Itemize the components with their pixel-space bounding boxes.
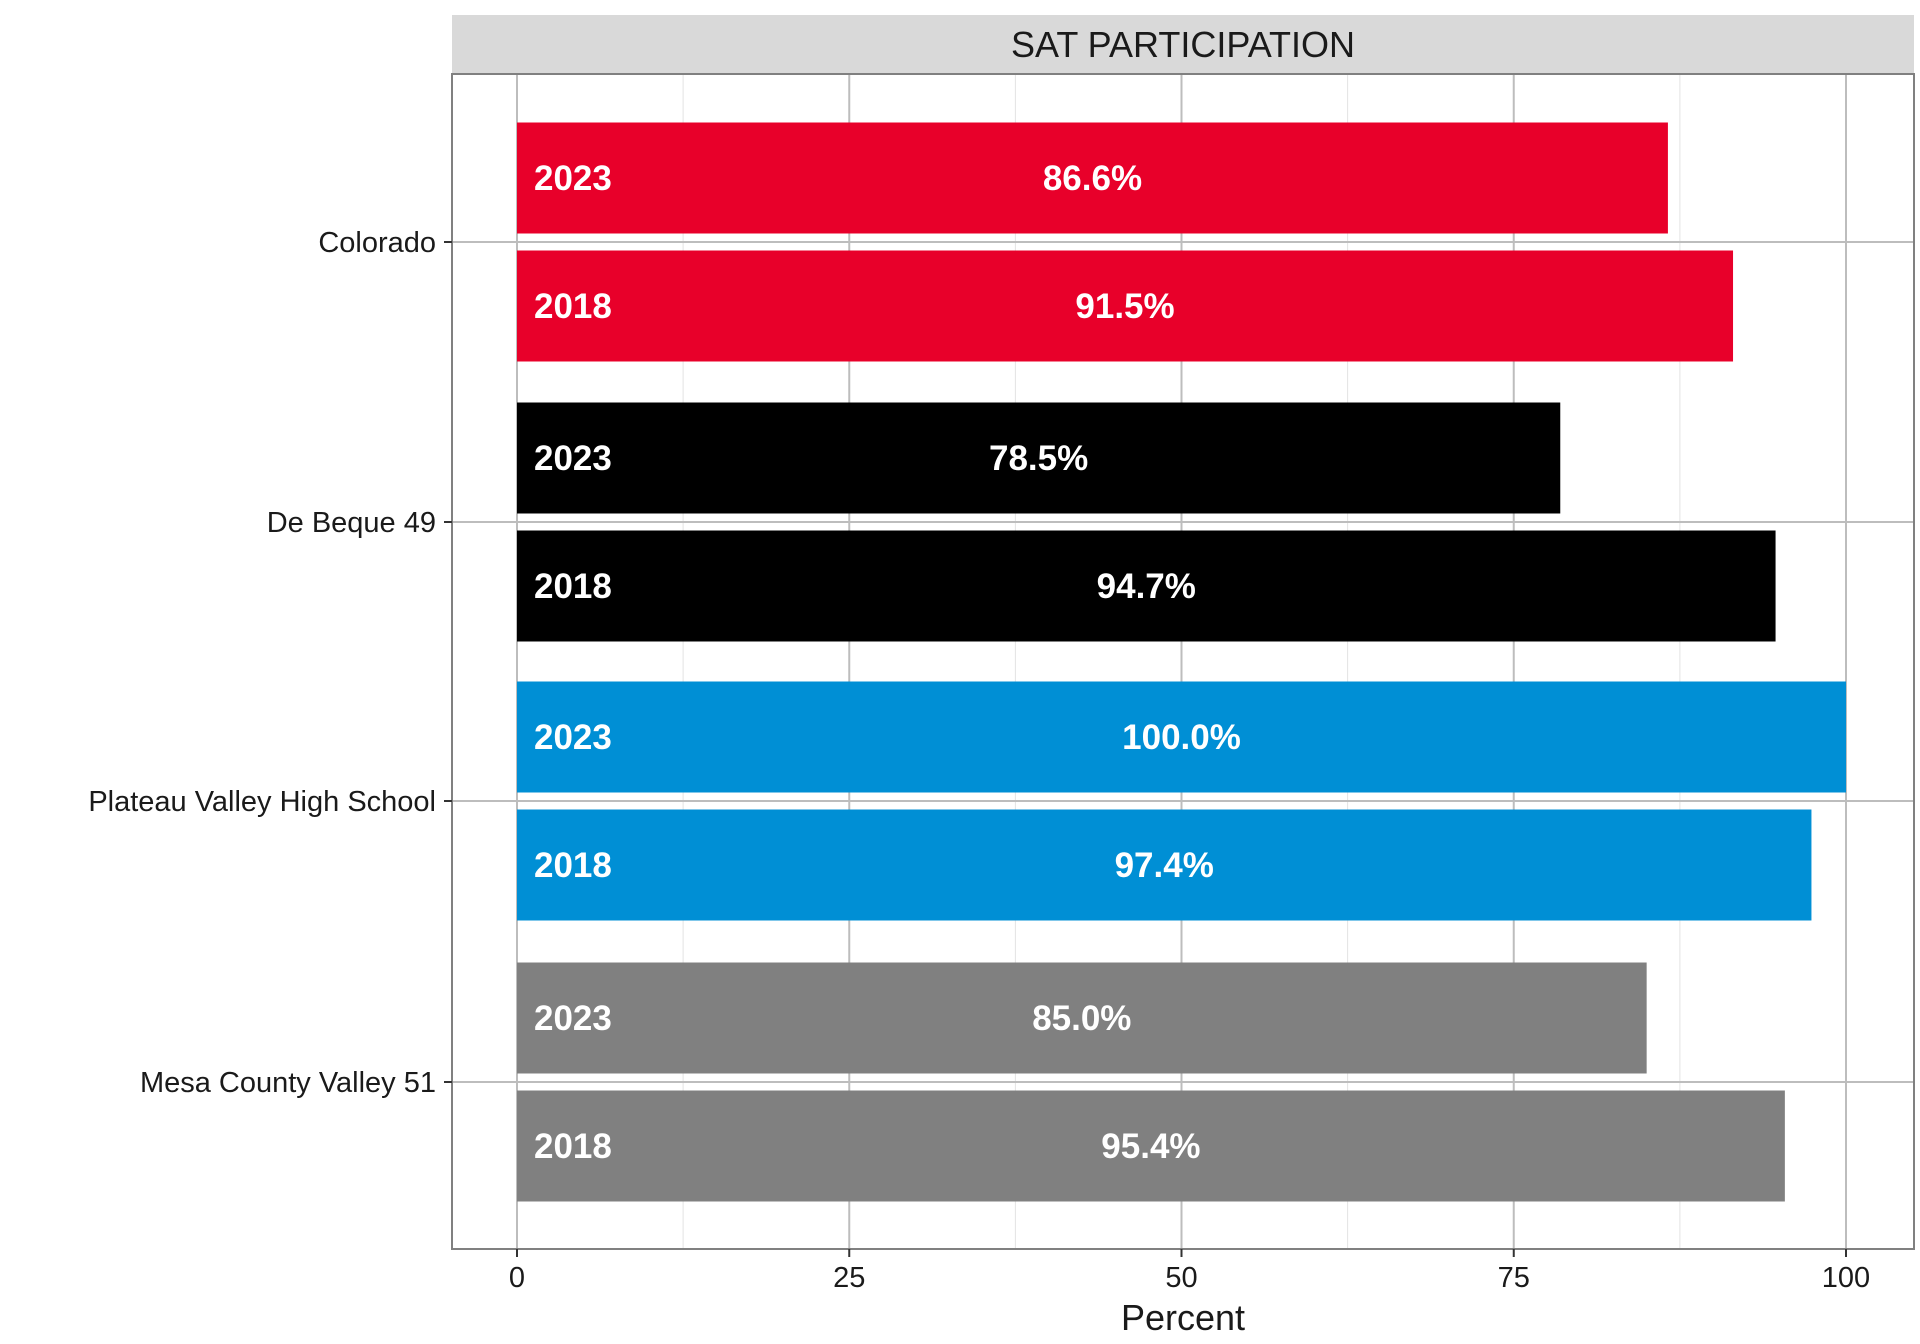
facet-strip [452,15,1914,74]
bar [517,530,1776,642]
bar-value-label: 85.0% [1032,999,1131,1038]
x-tick-label: 25 [833,1262,865,1294]
bar [517,681,1846,793]
bar-year-label: 2023 [534,159,612,198]
bar-value-label: 95.4% [1101,1127,1200,1166]
y-tick-label: Mesa County Valley 51 [140,1067,436,1099]
bar-value-label: 91.5% [1075,287,1174,326]
bar [517,250,1734,362]
bar-year-label: 2023 [534,718,612,757]
y-tick-label: De Beque 49 [267,507,436,539]
bar-year-label: 2023 [534,439,612,478]
bar-value-label: 100.0% [1122,718,1241,757]
bar-value-label: 86.6% [1043,159,1142,198]
panel-border [451,73,1915,1250]
x-tick-label: 0 [509,1262,525,1294]
bar [517,402,1561,514]
bar-year-label: 2018 [534,287,612,326]
bar [517,1090,1785,1202]
bar-year-label: 2018 [534,1127,612,1166]
bar-year-label: 2023 [534,999,612,1038]
bar-year-label: 2018 [534,846,612,885]
chart-title: SAT PARTICIPATION [1011,24,1355,65]
bar-value-label: 78.5% [989,439,1088,478]
y-tick-label: Plateau Valley High School [88,786,436,818]
bar [517,962,1647,1074]
x-tick-label: 75 [1498,1262,1530,1294]
bar-value-label: 94.7% [1097,567,1196,606]
bar [517,122,1668,234]
bar-year-label: 2018 [534,567,612,606]
y-tick-label: Colorado [318,227,436,259]
x-axis-title: Percent [1121,1297,1245,1338]
x-tick-label: 100 [1822,1262,1870,1294]
bar-value-label: 97.4% [1115,846,1214,885]
x-tick-label: 50 [1165,1262,1197,1294]
bar [517,809,1812,921]
